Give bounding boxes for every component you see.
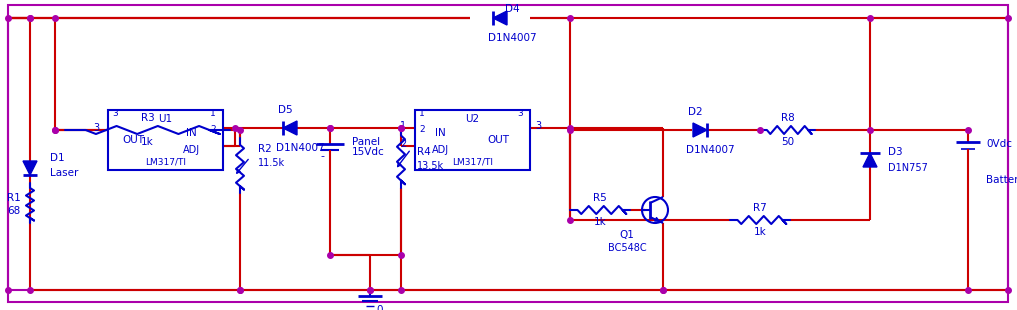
Text: R5: R5 <box>593 193 607 203</box>
Text: 1: 1 <box>419 109 425 118</box>
Text: 15Vdc: 15Vdc <box>352 147 384 157</box>
Text: D1N4007: D1N4007 <box>276 143 324 153</box>
Text: Q1: Q1 <box>619 230 635 240</box>
Text: BC548C: BC548C <box>608 243 647 253</box>
Text: 3: 3 <box>112 109 118 118</box>
Text: D4: D4 <box>504 4 520 14</box>
Text: D1N757: D1N757 <box>888 163 928 173</box>
Text: D5: D5 <box>278 105 292 115</box>
Text: 1k: 1k <box>754 227 767 237</box>
Text: 0: 0 <box>376 305 382 310</box>
Text: 1: 1 <box>211 109 216 118</box>
Text: IN: IN <box>186 128 196 138</box>
Polygon shape <box>863 153 877 167</box>
Text: ADJ: ADJ <box>431 145 448 155</box>
Text: 1k: 1k <box>594 217 606 227</box>
Text: 13.5k: 13.5k <box>417 161 444 171</box>
Text: R7: R7 <box>754 203 767 213</box>
Text: ADJ: ADJ <box>182 145 199 155</box>
Text: D3: D3 <box>888 147 903 157</box>
Text: D1N4007: D1N4007 <box>685 145 734 155</box>
Text: D2: D2 <box>687 107 703 117</box>
Text: R2: R2 <box>258 144 272 154</box>
Text: -: - <box>320 151 324 161</box>
Text: R1: R1 <box>7 193 21 203</box>
Text: R8: R8 <box>781 113 794 123</box>
Text: OUT: OUT <box>487 135 508 145</box>
Polygon shape <box>693 123 707 137</box>
Text: Laser: Laser <box>50 168 78 178</box>
Text: D1N4007: D1N4007 <box>488 33 536 43</box>
Text: 0Vdc: 0Vdc <box>986 139 1012 149</box>
Text: 68: 68 <box>7 206 20 216</box>
Text: 3: 3 <box>517 109 523 118</box>
Text: 1k: 1k <box>141 137 154 147</box>
Text: 2: 2 <box>400 139 406 149</box>
Polygon shape <box>23 161 37 175</box>
Text: 2: 2 <box>211 126 216 135</box>
Text: 3: 3 <box>535 121 541 131</box>
Text: OUT: OUT <box>122 135 144 145</box>
Text: U1: U1 <box>159 114 173 124</box>
Text: R3: R3 <box>140 113 155 123</box>
Bar <box>108 110 223 170</box>
Text: LM317/TI: LM317/TI <box>145 157 186 166</box>
Text: U2: U2 <box>466 114 480 124</box>
Text: LM317/TI: LM317/TI <box>452 157 493 166</box>
Polygon shape <box>493 11 507 25</box>
Text: 2: 2 <box>419 126 425 135</box>
Text: Battery: Battery <box>986 175 1017 185</box>
Text: 3: 3 <box>93 123 99 133</box>
Text: 50: 50 <box>781 137 794 147</box>
Text: 1: 1 <box>400 121 406 131</box>
Text: R4: R4 <box>417 147 431 157</box>
Text: D1: D1 <box>50 153 65 163</box>
Polygon shape <box>283 121 297 135</box>
Text: 11.5k: 11.5k <box>258 157 285 167</box>
Text: IN: IN <box>434 128 445 138</box>
Bar <box>415 110 530 170</box>
Text: Panel: Panel <box>352 137 380 147</box>
